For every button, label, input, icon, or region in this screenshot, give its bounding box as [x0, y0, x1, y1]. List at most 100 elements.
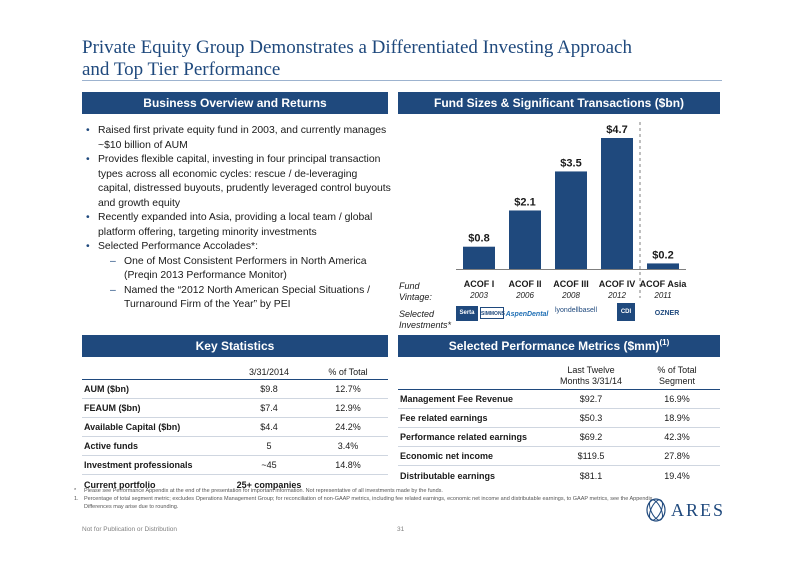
bar-value-label: $0.2 — [652, 249, 673, 261]
row-value: $92.7 — [579, 394, 603, 404]
vintage-label: 2008 — [561, 291, 580, 298]
table-row: Fee related earnings $50.3 18.9% — [398, 409, 720, 428]
row-label: FEAUM ($bn) — [84, 403, 141, 413]
header-cell — [82, 364, 230, 379]
vintage-label: 2006 — [515, 291, 534, 298]
table-row: Current portfolio 25+ companies — [82, 475, 388, 494]
row-percent: 24.2% — [335, 422, 361, 432]
accolades-list: One of Most Consistent Performers in Nor… — [98, 255, 392, 313]
header-cell: % of Total — [328, 367, 368, 377]
bar-value-label: $0.8 — [468, 233, 489, 245]
fund-sizes-chart: $0.8 ACOF I 2003 $2.1 ACOF II 2006 $3.5 ACOF II… — [456, 122, 688, 298]
row-label: Available Capital ($bn) — [84, 422, 181, 432]
row-value: $50.3 — [579, 413, 603, 423]
row-value: $4.4 — [260, 422, 278, 432]
category-label: ACOF Asia — [640, 279, 688, 289]
table-row: Active funds 5 3.4% — [82, 437, 388, 456]
page-title-line-2: and Top Tier Performance — [82, 59, 281, 80]
bar — [509, 210, 541, 269]
row-percent: 19.4% — [664, 470, 690, 481]
table-row: Investment professionals ~45 14.8% — [82, 456, 388, 475]
bar-value-label: $2.1 — [514, 196, 535, 208]
footnotes: * Please see Performance Appendix at the … — [74, 488, 654, 511]
table-row: Performance related earnings $69.2 42.3% — [398, 428, 720, 447]
overview-bullet: Selected Performance Accolades*: One of … — [84, 240, 392, 313]
footnote-mark: 1. — [74, 495, 79, 502]
table-row: Distributable earnings $81.1 19.4% — [398, 466, 720, 485]
row-percent: 12.7% — [335, 384, 361, 394]
table-row: FEAUM ($bn) $7.4 12.9% — [82, 399, 388, 418]
row-percent: 14.8% — [335, 460, 361, 470]
bar-value-label: $3.5 — [560, 157, 581, 169]
key-statistics-header: Key Statistics — [82, 335, 388, 357]
row-value: $7.4 — [260, 403, 278, 413]
row-label: Current portfolio — [84, 479, 156, 490]
ares-logo-icon — [646, 498, 666, 522]
ares-wordmark: ARES — [671, 499, 726, 520]
page-number: 31 — [397, 526, 405, 533]
row-value: $69.2 — [579, 432, 603, 442]
page-title: Private Equity Group Demonstrates a Diff… — [82, 37, 722, 81]
row-percent: 3.4% — [337, 441, 359, 451]
category-label: ACOF IV — [599, 279, 636, 289]
business-overview-header: Business Overview and Returns — [82, 92, 388, 114]
overview-bullet-text: Selected Performance Accolades*: — [98, 241, 258, 252]
table-header-row: 3/31/2014 % of Total — [82, 364, 388, 380]
row-percent: 27.8% — [664, 451, 690, 461]
fund-vintage-label: Fund Vintage: — [399, 281, 432, 302]
selected-investments-label: Selected Investments* — [399, 309, 452, 330]
footnote-text: Percentage of total segment metric; excl… — [84, 495, 654, 510]
row-label: Investment professionals — [84, 460, 193, 470]
table-row: AUM ($bn) $9.8 12.7% — [82, 380, 388, 399]
overview-bullet: Recently expanded into Asia, providing a… — [84, 211, 392, 240]
table-row: Economic net income $119.5 27.8% — [398, 447, 720, 466]
bar — [601, 138, 633, 269]
page-title-line-1: Private Equity Group Demonstrates a Diff… — [82, 37, 632, 58]
key-statistics-table: 3/31/2014 % of Total AUM ($bn) $9.8 12.7… — [82, 364, 388, 494]
row-label: Fee related earnings — [400, 413, 488, 423]
row-percent: 16.9% — [664, 394, 690, 404]
row-value: $9.8 — [260, 384, 278, 394]
row-value: 5 — [266, 441, 272, 451]
bar — [647, 263, 679, 269]
row-label: Active funds — [84, 441, 139, 451]
vintage-label: 2003 — [469, 291, 488, 298]
footnote-mark: * — [74, 488, 77, 494]
bar-value-label: $4.7 — [606, 124, 627, 136]
header-cell: % of Total Segment — [657, 365, 697, 386]
ozner-logo: OZNER — [654, 310, 680, 317]
category-label: ACOF I — [464, 279, 495, 289]
table-header-row: Last Twelve Months 3/31/14 % of Total Se… — [398, 362, 720, 390]
category-label: ACOF II — [509, 279, 542, 289]
row-label: Performance related earnings — [400, 432, 528, 442]
title-divider — [82, 80, 722, 81]
header-cell: Last Twelve Months 3/31/14 — [559, 365, 623, 386]
footnote-text: Please see Performance Appendix at the e… — [84, 488, 443, 494]
row-label: Management Fee Revenue — [400, 394, 514, 404]
row-label: Economic net income — [400, 451, 494, 461]
vintage-label: 2012 — [607, 291, 626, 298]
accolade-item: Named the “2012 North American Special S… — [98, 284, 392, 313]
overview-bullet-list: Raised first private equity fund in 2003… — [84, 124, 392, 313]
ares-brand: ARES — [645, 497, 725, 523]
accolade-item: One of Most Consistent Performers in Nor… — [98, 255, 392, 284]
overview-bullet: Raised first private equity fund in 2003… — [84, 124, 392, 153]
performance-metrics-footnote-mark: (1) — [659, 338, 670, 347]
performance-metrics-table: Last Twelve Months 3/31/14 % of Total Se… — [398, 362, 720, 485]
header-cell — [398, 362, 548, 389]
row-label: AUM ($bn) — [84, 384, 129, 394]
table-row: Available Capital ($bn) $4.4 24.2% — [82, 418, 388, 437]
performance-metrics-header: Selected Performance Metrics ($mm)(1) — [398, 335, 720, 357]
header-cell: 3/31/2014 — [248, 367, 290, 377]
bar — [463, 246, 495, 269]
category-label: ACOF III — [553, 279, 589, 289]
row-value: 25+ companies — [236, 479, 302, 490]
lyondellbasell-logo: lyondellbasell — [554, 307, 598, 314]
row-value: $81.1 — [579, 470, 603, 481]
table-row: Management Fee Revenue $92.7 16.9% — [398, 390, 720, 409]
simmons-logo: SIMMONS — [480, 307, 505, 319]
bar — [555, 171, 587, 269]
confidentiality-notice: Not for Publication or Distribution — [82, 526, 178, 533]
vintage-label: 2011 — [653, 291, 671, 298]
aspen-dental-logo: AspenDental — [505, 311, 549, 318]
